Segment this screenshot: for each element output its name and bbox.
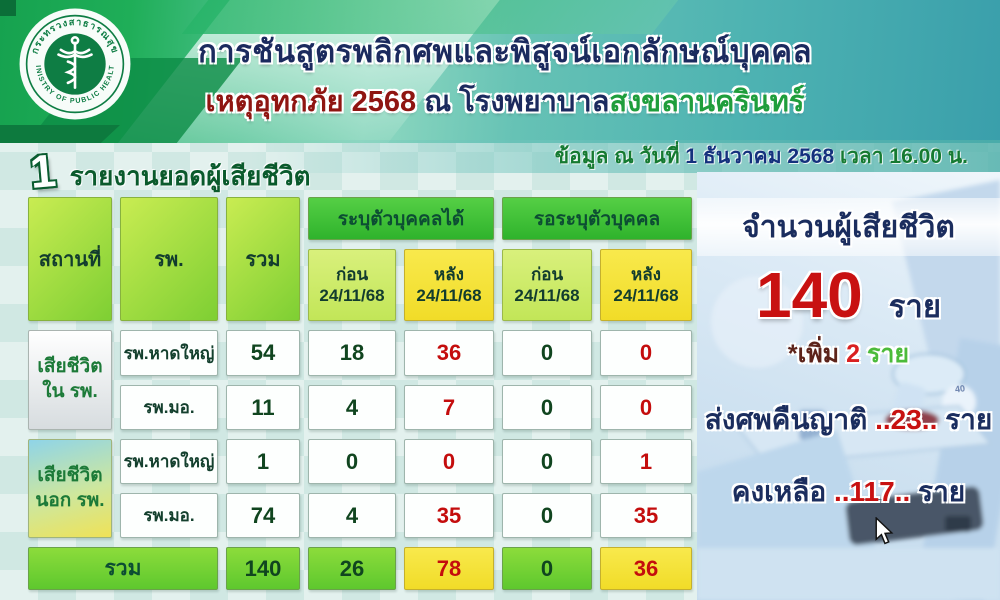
before-word: ก่อน [530, 264, 564, 284]
cell-id-after: 36 [404, 330, 494, 376]
death-count-unit: ราย [888, 289, 941, 324]
summary-title-band [697, 198, 1000, 256]
total-row-label: รวม [28, 547, 218, 590]
cutoff-date: 24/11/68 [613, 286, 679, 305]
rowgroup-line1: เสียชีวิต [37, 464, 103, 486]
returned-label: ส่งศพคืนญาติ [704, 404, 876, 435]
header-corner-square [0, 0, 16, 16]
table-row-hospital: รพ.มอ. [120, 493, 218, 538]
after-word: หลัง [631, 264, 661, 284]
col-header-total: รวม [226, 197, 300, 321]
date-prefix: ข้อมูล ณ วันที่ [554, 145, 686, 168]
returned-value: ..23.. [875, 404, 938, 435]
increase-note: *เพิ่ม 2 ราย [697, 334, 1000, 374]
remaining-label: คงเหลือ [731, 476, 834, 507]
cell-wait-before: 0 [502, 439, 592, 484]
death-count-value: 140 [755, 259, 863, 331]
total-deaths: 140 [226, 547, 300, 590]
remaining-line: คงเหลือ ..117.. ราย [697, 470, 1000, 514]
rowgroup-label-died-in-hospital: เสียชีวิต ใน รพ. [28, 330, 112, 430]
group-header-identified: ระบุตัวบุคคลได้ [308, 197, 494, 240]
increase-value: 2 [846, 340, 861, 368]
time-value: เวลา 16.00 น. [834, 145, 968, 168]
table-row-hospital: รพ.มอ. [120, 385, 218, 430]
cell-id-before: 0 [308, 439, 396, 484]
increase-prefix: *เพิ่ม [787, 340, 847, 368]
deaths-table: สถานที่ รพ. รวม ระบุตัวบุคคลได้ รอระบุตั… [28, 197, 696, 590]
cell-wait-before: 0 [502, 330, 592, 376]
bodies-returned-line: ส่งศพคืนญาติ ..23.. ราย [697, 398, 1000, 442]
cell-wait-after: 0 [600, 385, 692, 430]
cell-id-after: 7 [404, 385, 494, 430]
rowgroup-label-died-outside-hospital: เสียชีวิต นอก รพ. [28, 439, 112, 538]
increase-unit: ราย [860, 340, 910, 368]
date-value: 1 ธันวาคม 2568 [685, 145, 835, 168]
table-row-hospital: รพ.หาดใหญ่ [120, 330, 218, 376]
total-wait-before: 0 [502, 547, 592, 590]
cell-wait-after: 1 [600, 439, 692, 484]
remaining-unit: ราย [910, 476, 966, 507]
cell-id-after: 35 [404, 493, 494, 538]
section-title-label: รายงานยอดผู้เสียชีวิต [69, 160, 311, 191]
cutoff-date: 24/11/68 [416, 286, 482, 305]
before-word: ก่อน [335, 264, 369, 284]
col-header-hospital: รพ. [120, 197, 218, 321]
title-at-hospital: ณ โรงพยาบาล [416, 86, 610, 118]
mouse-cursor-icon [874, 516, 894, 550]
header-banner: กระทรวงสาธารณสุข MINISTRY OF PUBLIC HEAL… [0, 0, 1000, 143]
group-header-awaiting: รอระบุตัวบุคคล [502, 197, 692, 240]
objective-marking: 40 [954, 383, 966, 395]
data-as-of-line: ข้อมูล ณ วันที่ 1 ธันวาคม 2568 เวลา 16.0… [0, 140, 1000, 173]
cell-total: 11 [226, 385, 300, 430]
section-number-badge: 1 [27, 143, 58, 199]
rowgroup-line2: นอก รพ. [35, 489, 105, 511]
cutoff-date: 24/11/68 [514, 286, 580, 305]
cell-wait-before: 0 [502, 493, 592, 538]
title-event-year: เหตุอุทกภัย 2568 [205, 86, 417, 118]
summary-title: จำนวนผู้เสียชีวิต [742, 211, 955, 244]
title-hospital-name: สงขลานครินทร์ [609, 86, 805, 118]
rowgroup-line1: เสียชีวิต [37, 356, 103, 378]
cutoff-date: 24/11/68 [319, 286, 385, 305]
cell-id-after: 0 [404, 439, 494, 484]
cell-wait-after: 35 [600, 493, 692, 538]
cell-total: 54 [226, 330, 300, 376]
ministry-of-public-health-logo-icon: กระทรวงสาธารณสุข MINISTRY OF PUBLIC HEAL… [12, 0, 134, 123]
total-id-after: 78 [404, 547, 494, 590]
slide-title-line2: เหตุอุทกภัย 2568 ณ โรงพยาบาลสงขลานครินทร… [160, 78, 850, 124]
cell-wait-after: 0 [600, 330, 692, 376]
cell-id-before: 4 [308, 493, 396, 538]
total-id-before: 26 [308, 547, 396, 590]
cell-total: 1 [226, 439, 300, 484]
total-wait-after: 36 [600, 547, 692, 590]
subheader-awaiting-after: หลัง 24/11/68 [600, 249, 692, 321]
cell-wait-before: 0 [502, 385, 592, 430]
remaining-value: ..117.. [833, 476, 911, 507]
table-row-hospital: รพ.หาดใหญ่ [120, 439, 218, 484]
after-word: หลัง [434, 264, 464, 284]
death-count-row: 140 ราย [697, 258, 1000, 332]
cell-id-before: 18 [308, 330, 396, 376]
subheader-awaiting-before: ก่อน 24/11/68 [502, 249, 592, 321]
section-title: 1 รายงานยอดผู้เสียชีวิต [27, 143, 311, 199]
cell-id-before: 4 [308, 385, 396, 430]
summary-panel: 40 จำนวนผู้เสียชีวิต 140 ราย *เพิ่ม 2 รา… [697, 172, 1000, 600]
subheader-identified-before: ก่อน 24/11/68 [308, 249, 396, 321]
subheader-identified-after: หลัง 24/11/68 [404, 249, 494, 321]
slide-title-line1: การชันสูตรพลิกศพและพิสูจน์เอกลักษณ์บุคคล [197, 34, 812, 69]
header-bottom-bar [0, 125, 120, 143]
col-header-location: สถานที่ [28, 197, 112, 321]
returned-unit: ราย [937, 404, 993, 435]
rowgroup-line2: ใน รพ. [42, 381, 98, 402]
cell-total: 74 [226, 493, 300, 538]
